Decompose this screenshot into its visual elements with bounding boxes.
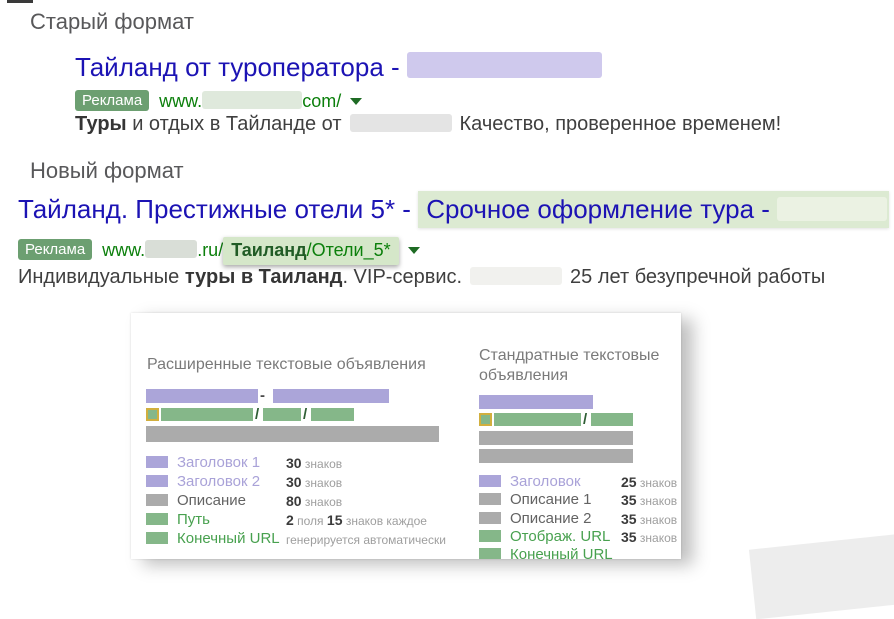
new-ad-url-path-bold: Таиланд bbox=[231, 240, 307, 260]
new-ad-title-highlight: Срочное оформление тура - bbox=[418, 191, 890, 228]
legend-swatch bbox=[479, 475, 501, 487]
legend-swatch bbox=[146, 494, 168, 506]
headline2-bar bbox=[273, 389, 389, 403]
description-bar bbox=[146, 426, 439, 442]
dropdown-arrow-icon[interactable] bbox=[407, 247, 420, 254]
legend-label: Описание 2 bbox=[510, 510, 592, 527]
new-ad-title-plain: Тайланд. Престижные отели 5* - bbox=[18, 194, 411, 224]
old-ad-url-prefix: www. bbox=[159, 91, 203, 111]
legend-value: 2 поля 15 знаков каждое bbox=[286, 512, 427, 528]
legend-label: Отображ. URL bbox=[510, 528, 611, 545]
legend-value: 30 знаков bbox=[286, 474, 343, 490]
new-ad-title-highlight-text: Срочное оформление тура - bbox=[426, 194, 770, 224]
old-ad-description: Туры и отдых в Тайланде от Качество, пров… bbox=[75, 113, 781, 136]
legend-swatch bbox=[146, 532, 168, 544]
ad-formats-diagram-image: Расширенные текстовые объявления - / / З… bbox=[131, 313, 681, 559]
ad-badge: Реклама bbox=[18, 239, 93, 260]
path-separator-slash: / bbox=[303, 406, 308, 423]
legend-swatch bbox=[146, 513, 168, 525]
new-ad-url-mid: .ru/ bbox=[197, 240, 224, 260]
headline-bar bbox=[479, 395, 593, 409]
new-ad-desc-mid: . VIP-сервис. bbox=[342, 266, 463, 288]
legend-swatch bbox=[479, 493, 501, 505]
legend-swatch bbox=[146, 456, 168, 468]
old-ad-desc-mid: и отдых в Тайланде от bbox=[132, 113, 342, 135]
legend-label: Описание bbox=[177, 492, 247, 509]
path-separator-slash: / bbox=[583, 411, 588, 428]
legend-value: 35 знаков bbox=[621, 492, 678, 508]
legend-swatch bbox=[146, 475, 168, 487]
old-format-heading: Старый формат bbox=[30, 9, 194, 34]
legend-swatch bbox=[479, 512, 501, 524]
redacted-brand-blur bbox=[777, 197, 888, 221]
legend-label: Заголовок bbox=[510, 473, 581, 490]
old-ad-title-link[interactable]: Тайланд от туроператора - bbox=[75, 52, 602, 83]
legend-label: Конечный URL bbox=[510, 546, 613, 559]
standard-ads-header: Стандратные текстовые объявления bbox=[479, 347, 660, 384]
path-bar bbox=[161, 408, 253, 421]
old-ad-desc-tail: Качество, проверенное временем! bbox=[459, 113, 782, 135]
legend-value: 30 знаков bbox=[286, 455, 343, 471]
legend-label: Конечный URL bbox=[177, 530, 280, 547]
new-ad-url-path-rest: /Отели_5* bbox=[306, 240, 391, 260]
legend-value: 80 знаков bbox=[286, 493, 343, 509]
redacted-domain-blur bbox=[145, 240, 198, 258]
old-ad-desc-bold: Туры bbox=[75, 113, 127, 135]
description1-bar bbox=[479, 431, 633, 445]
legend-label: Описание 1 bbox=[510, 491, 592, 508]
display-url-root-square bbox=[146, 408, 159, 421]
new-ad-desc-bold: туры в Таиланд bbox=[184, 266, 343, 288]
redacted-brand-blur bbox=[406, 52, 602, 78]
old-ad-title-text: Тайланд от туроператора - bbox=[75, 52, 400, 82]
legend-value: 35 знаков bbox=[621, 529, 678, 545]
redacted-domain-blur bbox=[202, 91, 303, 109]
path-separator-slash: / bbox=[255, 406, 260, 423]
new-ad-url-path-highlight: Таиланд/Отели_5* bbox=[223, 237, 399, 265]
legend-value: генерируется автоматически bbox=[286, 533, 446, 547]
legend-value: 35 знаков bbox=[621, 511, 678, 527]
old-ad-url-line: Реклама www. com/ bbox=[75, 90, 363, 112]
dropdown-arrow-icon[interactable] bbox=[350, 98, 363, 105]
legend-value: 25 знаков bbox=[621, 474, 678, 490]
new-ad-description: Индивидуальные туры в Таиланд. VIP-серви… bbox=[18, 266, 825, 289]
display-url-bar bbox=[591, 413, 633, 426]
screenshot-edge-artifact bbox=[7, 0, 33, 3]
description2-bar bbox=[479, 449, 633, 463]
headline1-bar bbox=[146, 389, 258, 403]
display-url-root-square bbox=[479, 413, 492, 426]
legend-swatch bbox=[479, 548, 501, 559]
legend-label: Заголовок 2 bbox=[177, 473, 261, 490]
expanded-ads-header: Расширенные текстовые объявления bbox=[147, 356, 426, 373]
new-format-heading: Новый формат bbox=[30, 158, 184, 183]
path-bar bbox=[263, 408, 301, 421]
new-ad-desc-start: Индивидуальные bbox=[18, 266, 180, 288]
display-url-bar bbox=[494, 413, 581, 426]
new-ad-url-prefix: www. bbox=[102, 240, 146, 260]
path-bar bbox=[311, 408, 354, 421]
new-ad-desc-tail: 25 лет безупречной работы bbox=[570, 266, 826, 288]
legend-label: Заголовок 1 bbox=[177, 454, 261, 471]
redacted-text-blur bbox=[349, 114, 452, 132]
legend-label: Путь bbox=[177, 511, 210, 528]
redacted-text-blur bbox=[470, 267, 563, 285]
new-ad-url-line: Реклама www. .ru/Таиланд/Отели_5* bbox=[18, 237, 420, 265]
background-corner-shape bbox=[748, 526, 894, 619]
new-ad-title-link[interactable]: Тайланд. Престижные отели 5* - Срочное о… bbox=[18, 191, 890, 228]
legend-swatch bbox=[479, 530, 501, 542]
headline-separator-dash: - bbox=[260, 387, 265, 404]
ad-badge: Реклама bbox=[75, 90, 150, 111]
old-ad-url-suffix: com/ bbox=[302, 91, 342, 111]
